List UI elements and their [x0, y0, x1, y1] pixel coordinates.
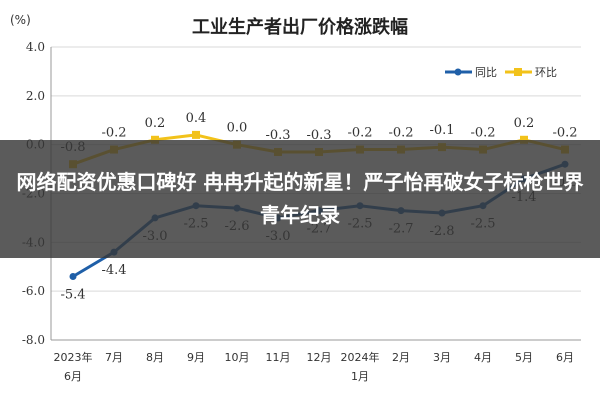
x-tick-label: 12月 [307, 351, 332, 364]
chart-title: 工业生产者出厂价格涨跌幅 [192, 16, 408, 38]
x-tick-label: 7月 [105, 351, 123, 364]
x-tick-label: 2月 [392, 351, 410, 364]
x-tick-label: 9月 [187, 351, 205, 364]
legend-label-mom: 环比 [535, 66, 557, 79]
y-tick-label: -6.0 [22, 284, 45, 298]
x-tick-label: 1月 [351, 370, 369, 383]
x-tick-label: 2024年 [341, 350, 380, 364]
data-label-yoy: -4.4 [101, 263, 126, 278]
data-point-mom [151, 135, 159, 144]
x-tick-label: 3月 [433, 351, 451, 364]
x-tick-label: 6月 [556, 351, 574, 364]
data-label-mom: -0.1 [429, 123, 454, 138]
x-axis-ticks: 2023年 6月 7月 8月 9月 10月 11月 12月 2024年 1月 2月 3月 4月 5月 6月 [54, 350, 575, 383]
headline-overlay-banner[interactable]: 网络配资优惠口碑好 冉冉升起的新星！严子怡再破女子标枪世界青年纪录 [0, 140, 600, 258]
data-label-mom: 0.2 [145, 116, 166, 131]
legend-marker-mom [514, 68, 522, 76]
data-label-mom: 0.0 [227, 121, 248, 136]
data-label-mom: -0.2 [101, 126, 126, 141]
data-label-mom: -0.2 [552, 126, 577, 141]
data-label-yoy: -5.4 [60, 288, 85, 303]
legend-label-yoy: 同比 [475, 66, 497, 79]
headline-text[interactable]: 网络配资优惠口碑好 冉冉升起的新星！严子怡再破女子标枪世界青年纪录 [16, 170, 584, 227]
y-tick-label: 4.0 [26, 40, 45, 54]
data-point-yoy [69, 273, 77, 281]
data-point-mom [192, 130, 200, 139]
legend-marker-yoy [454, 68, 462, 76]
data-label-mom: -0.2 [347, 126, 372, 141]
data-label-mom: 0.2 [514, 116, 535, 131]
y-tick-label: -8.0 [22, 333, 45, 347]
y-axis-unit-label: (%) [10, 13, 31, 27]
data-label-mom: -0.2 [388, 126, 413, 141]
data-label-mom: -0.2 [470, 126, 495, 141]
data-point-mom [520, 135, 528, 144]
y-tick-label: 2.0 [26, 89, 45, 103]
x-tick-label: 5月 [515, 351, 533, 364]
data-label-mom: 0.4 [186, 111, 207, 126]
legend: 同比 环比 [445, 66, 557, 79]
data-label-mom: -0.3 [265, 128, 290, 143]
x-tick-label: 11月 [266, 351, 291, 364]
x-tick-label: 4月 [474, 351, 492, 364]
x-tick-label: 8月 [146, 351, 164, 364]
x-tick-label: 6月 [64, 370, 82, 383]
x-tick-label: 2023年 [54, 350, 93, 364]
x-tick-label: 10月 [225, 351, 250, 364]
data-label-mom: -0.3 [306, 128, 331, 143]
